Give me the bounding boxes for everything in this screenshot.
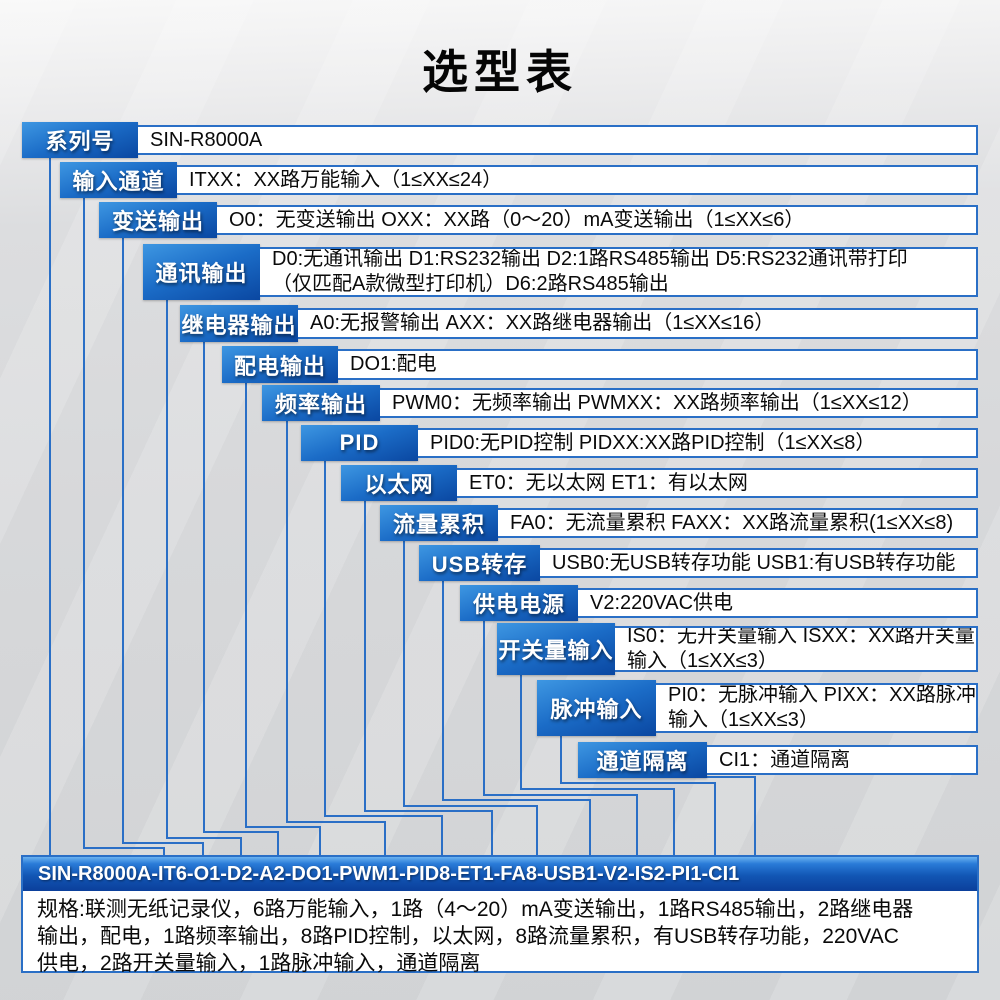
option-label-series: 系列号 [22, 122, 138, 158]
model-code-bar: SIN-R8000A-IT6-O1-D2-A2-DO1-PWM1-PID8-ET… [23, 857, 977, 891]
connector-line-ethernet [364, 501, 493, 856]
option-label-transmit: 变送输出 [99, 202, 217, 238]
option-row-frequency: 频率输出 PWM0：无频率输出 PWMXX：XX路频率输出（1≤XX≤12） [262, 385, 978, 421]
option-label-comm: 通讯输出 [143, 244, 260, 300]
connector-line-switch [520, 675, 675, 856]
option-label-power: 供电电源 [460, 585, 578, 621]
summary-box: SIN-R8000A-IT6-O1-D2-A2-DO1-PWM1-PID8-ET… [21, 855, 979, 975]
option-label-input: 输入通道 [60, 162, 177, 198]
option-desc-comm: D0:无通讯输出 D1:RS232输出 D2:1路RS485输出 D5:RS23… [260, 247, 978, 297]
option-desc-switch: IS0：无开关量输入 ISXX：XX路开关量 输入（1≤XX≤3） [615, 626, 978, 672]
option-row-pid: PID PID0:无PID控制 PIDXX:XX路PID控制（1≤XX≤8） [301, 425, 978, 461]
option-row-usb: USB转存 USB0:无USB转存功能 USB1:有USB转存功能 [419, 545, 978, 581]
option-desc-power: V2:220VAC供电 [578, 588, 978, 618]
connector-line-frequency [286, 421, 386, 856]
option-desc-relay: A0:无报警输出 AXX：XX路继电器输出（1≤XX≤16） [298, 308, 978, 339]
option-label-frequency: 频率输出 [262, 385, 380, 421]
option-desc-pulse: PI0：无脉冲输入 PIXX：XX路脉冲 输入（1≤XX≤3） [656, 683, 978, 733]
connector-line-relay [203, 342, 279, 856]
option-desc-ethernet: ET0：无以太网 ET1：有以太网 [457, 468, 978, 498]
option-row-relay: 继电器输出 A0:无报警输出 AXX：XX路继电器输出（1≤XX≤16） [180, 305, 978, 342]
connector-line-pid [324, 461, 443, 856]
option-row-series: 系列号 SIN-R8000A [22, 122, 978, 158]
option-label-ethernet: 以太网 [341, 465, 457, 501]
option-desc-transmit: O0：无变送输出 OXX：XX路（0～20）mA变送输出（1≤XX≤6） [217, 205, 978, 235]
connector-line-usb [442, 581, 591, 856]
option-label-usb: USB转存 [419, 545, 540, 581]
option-row-ethernet: 以太网 ET0：无以太网 ET1：有以太网 [341, 465, 978, 501]
option-row-flow: 流量累积 FA0：无流量累积 FAXX：XX路流量累积(1≤XX≤8) [380, 505, 978, 541]
connector-line-distribution [245, 383, 321, 856]
option-desc-usb: USB0:无USB转存功能 USB1:有USB转存功能 [540, 548, 978, 578]
option-desc-frequency: PWM0：无频率输出 PWMXX：XX路频率输出（1≤XX≤12） [380, 388, 978, 418]
option-row-pulse: 脉冲输入 PI0：无脉冲输入 PIXX：XX路脉冲 输入（1≤XX≤3） [537, 680, 978, 736]
connector-line-pulse [560, 736, 716, 856]
connector-line-power [483, 621, 638, 856]
option-label-switch: 开关量输入 [497, 623, 615, 675]
option-desc-flow: FA0：无流量累积 FAXX：XX路流量累积(1≤XX≤8) [498, 508, 978, 538]
connector-line-input [83, 198, 165, 856]
spec-line-2: 输出，配电，1路频率输出，8路PID控制，以太网，8路流量累积，有USB转存功能… [37, 925, 899, 948]
connector-line-transmit [122, 238, 204, 856]
option-label-distribution: 配电输出 [222, 346, 338, 383]
option-label-pulse: 脉冲输入 [537, 680, 656, 736]
page-title: 选型表 [422, 46, 578, 98]
option-row-input: 输入通道 ITXX：XX路万能输入（1≤XX≤24） [60, 162, 978, 198]
option-desc-distribution: DO1:配电 [338, 349, 978, 380]
option-desc-isolation: CI1：通道隔离 [707, 745, 978, 775]
option-row-distribution: 配电输出 DO1:配电 [222, 346, 978, 383]
option-row-comm: 通讯输出 D0:无通讯输出 D1:RS232输出 D2:1路RS485输出 D5… [143, 244, 978, 300]
connector-line-flow [403, 541, 538, 856]
option-row-isolation: 通道隔离 CI1：通道隔离 [578, 742, 978, 778]
spec-text: 规格:联测无纸记录仪，6路万能输入，1路（4～20）mA变送输出，1路RS485… [23, 891, 977, 977]
option-label-isolation: 通道隔离 [578, 742, 707, 778]
option-row-switch: 开关量输入 IS0：无开关量输入 ISXX：XX路开关量 输入（1≤XX≤3） [497, 623, 978, 675]
option-desc-input: ITXX：XX路万能输入（1≤XX≤24） [177, 165, 978, 195]
option-row-power: 供电电源 V2:220VAC供电 [460, 585, 978, 621]
option-row-transmit: 变送输出 O0：无变送输出 OXX：XX路（0～20）mA变送输出（1≤XX≤6… [99, 202, 978, 238]
spec-line-1: 规格:联测无纸记录仪，6路万能输入，1路（4～20）mA变送输出，1路RS485… [37, 898, 914, 921]
option-label-pid: PID [301, 425, 418, 461]
spec-line-3: 供电，2路开关量输入，1路脉冲输入，通道隔离 [37, 952, 481, 975]
option-desc-pid: PID0:无PID控制 PIDXX:XX路PID控制（1≤XX≤8） [418, 428, 978, 458]
option-label-relay: 继电器输出 [180, 305, 298, 342]
connector-line-comm [166, 300, 242, 856]
option-label-flow: 流量累积 [380, 505, 498, 541]
option-desc-series: SIN-R8000A [138, 125, 978, 155]
